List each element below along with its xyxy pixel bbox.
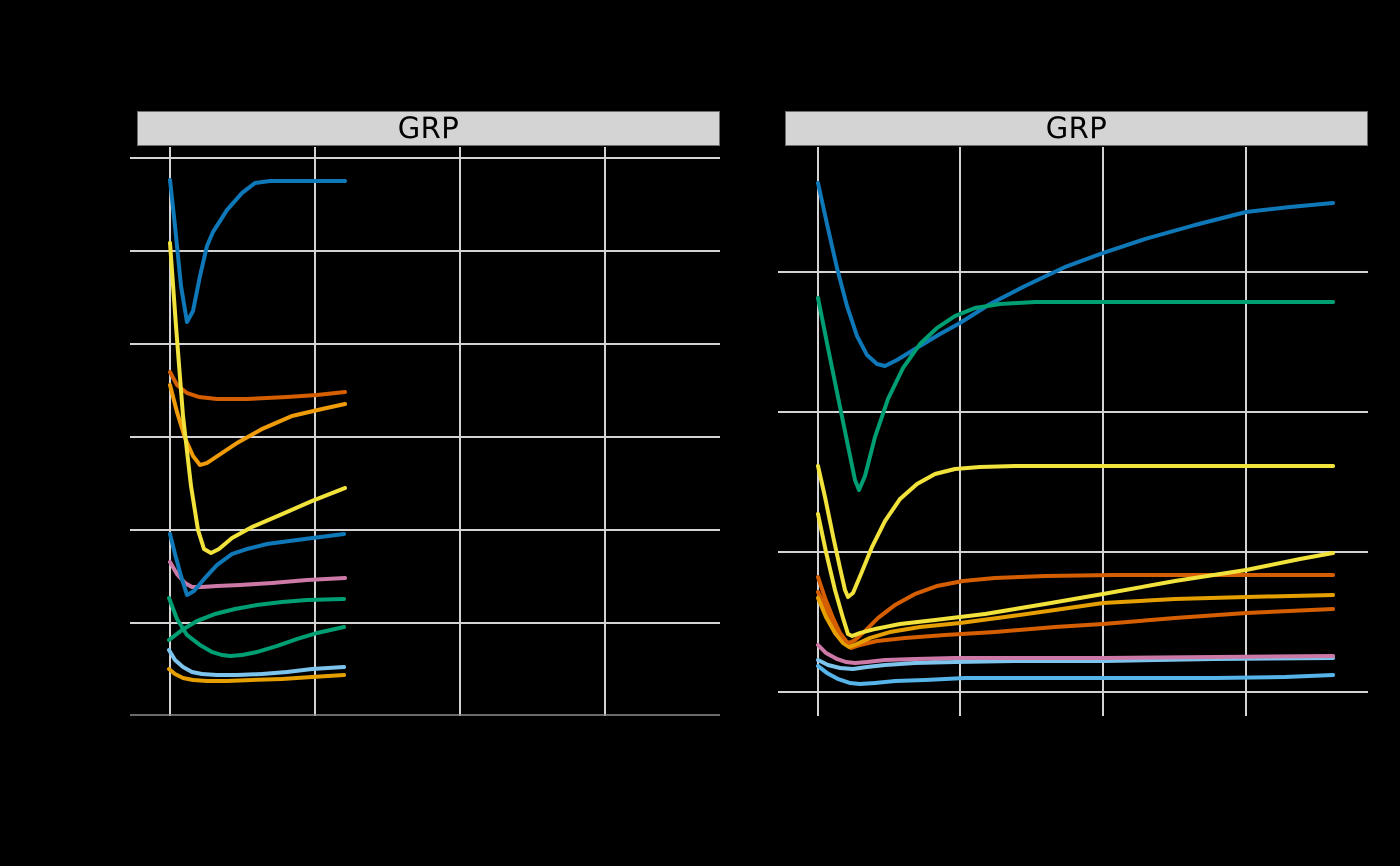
series-line-pink-a (816, 643, 1335, 665)
series-line-vermillion-a (168, 370, 347, 401)
series-line-blue-a (168, 178, 347, 324)
series-line-yellow-a (816, 464, 1335, 599)
series-line-amber-a (816, 593, 1335, 649)
series-line-green-a (816, 296, 1335, 492)
series-line-skyblue-a (816, 664, 1335, 686)
series-line-pink-a (168, 560, 347, 589)
series-line-green-b (167, 597, 346, 642)
series-line-amber-a (167, 667, 346, 683)
facet-title-left: GRP (137, 111, 720, 146)
series-line-lightblue-a (816, 656, 1335, 671)
facet-title-right: GRP (785, 111, 1368, 146)
plot-area-left (130, 147, 720, 716)
plot-area-right (778, 147, 1368, 716)
facet-title-right-text: GRP (1045, 111, 1108, 145)
series-line-blue-a (816, 181, 1335, 368)
series-line-lightblue-a (167, 648, 346, 677)
series-line-yellow-b (816, 512, 1335, 638)
series-line-yellow-a (168, 241, 347, 555)
series-line-vermillion-a (816, 573, 1335, 645)
series-line-blue-b (168, 532, 346, 597)
facet-title-left-text: GRP (397, 111, 460, 145)
series-line-green-a (167, 596, 346, 658)
